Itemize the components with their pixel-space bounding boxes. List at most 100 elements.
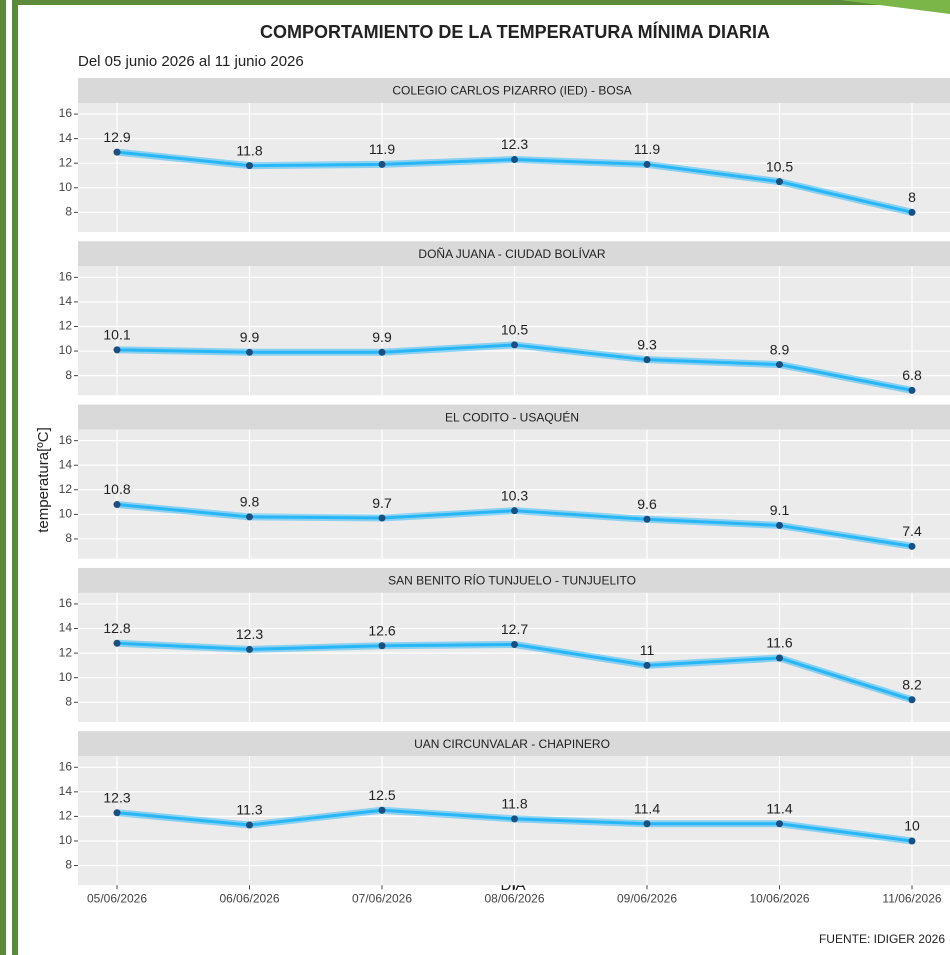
y-tick-label: 12 [59, 809, 73, 823]
x-tick-label: 06/06/2026 [219, 891, 279, 905]
point [643, 356, 651, 364]
y-tick-label: 16 [59, 433, 73, 447]
point [113, 346, 121, 354]
facet-title: EL CODITO - USAQUÉN [445, 409, 579, 424]
point [643, 661, 651, 669]
data-label: 10.5 [766, 158, 793, 174]
data-label: 12.5 [368, 787, 395, 803]
y-tick-label: 8 [65, 694, 72, 708]
frame-top [12, 0, 950, 5]
data-label: 10 [904, 818, 920, 834]
data-label: 12.8 [103, 620, 130, 636]
data-label: 9.6 [637, 496, 657, 512]
y-tick-label: 12 [59, 645, 73, 659]
point [378, 348, 386, 356]
point [246, 162, 253, 170]
y-tick-label: 14 [59, 131, 73, 145]
y-tick-label: 8 [65, 205, 72, 219]
y-tick-label: 16 [59, 759, 73, 773]
facet-strip [78, 731, 950, 757]
data-label: 11.6 [766, 635, 792, 651]
point [113, 809, 121, 817]
data-label: 8 [908, 189, 916, 205]
y-tick-label: 14 [59, 294, 73, 308]
facet-strip [78, 567, 950, 593]
source-note: FUENTE: IDIGER 2026 [819, 932, 945, 946]
data-label: 9.3 [637, 336, 657, 352]
data-label: 12.3 [236, 626, 263, 642]
data-label: 7.4 [902, 523, 922, 539]
point [511, 641, 518, 648]
point [776, 521, 783, 529]
data-label: 12.3 [103, 789, 130, 805]
point [908, 837, 916, 845]
data-label: 10.3 [501, 487, 528, 503]
x-tick-label: 09/06/2026 [617, 891, 677, 905]
data-label: 9.7 [372, 495, 392, 511]
point [776, 178, 783, 186]
y-tick-label: 10 [59, 180, 73, 194]
y-tick-label: 8 [65, 531, 72, 545]
data-label: 12.3 [501, 136, 528, 152]
y-tick-label: 16 [59, 270, 73, 284]
y-tick-label: 10 [59, 670, 73, 684]
data-label: 11.4 [634, 800, 660, 816]
data-label: 12.9 [103, 129, 130, 145]
y-tick-label: 14 [59, 457, 73, 471]
point [511, 815, 518, 823]
data-label: 11.9 [369, 141, 395, 157]
data-label: 12.7 [501, 621, 528, 637]
point [776, 654, 783, 662]
point [643, 515, 651, 523]
data-label: 12.6 [368, 622, 395, 638]
data-label: 11.8 [501, 796, 527, 812]
data-label: 11.4 [766, 800, 792, 816]
point [908, 542, 916, 550]
x-tick-label: 07/06/2026 [352, 891, 412, 905]
y-tick-label: 14 [59, 784, 73, 798]
point [246, 821, 253, 829]
point [908, 696, 916, 704]
x-tick-label: 05/06/2026 [87, 891, 147, 905]
data-label: 9.9 [372, 329, 392, 345]
point [246, 513, 253, 521]
data-label: 11.8 [236, 142, 262, 158]
y-tick-label: 12 [59, 155, 73, 169]
x-tick-label: 11/06/2026 [882, 891, 941, 905]
point [511, 156, 518, 164]
point [908, 208, 916, 216]
chart-subtitle: Del 05 junio 2026 al 11 junio 2026 [78, 53, 304, 70]
y-tick-label: 12 [59, 482, 73, 496]
y-tick-label: 10 [59, 343, 73, 357]
data-label: 10.8 [103, 481, 130, 497]
point [378, 514, 386, 522]
point [113, 148, 121, 156]
facet-strip [78, 241, 950, 267]
data-label: 9.1 [770, 502, 790, 518]
point [776, 361, 783, 369]
point [643, 820, 651, 828]
point [246, 348, 253, 356]
point [776, 820, 783, 828]
facet-title: SAN BENITO RÍO TUNJUELO - TUNJUELITO [388, 573, 636, 588]
x-tick-label: 10/06/2026 [749, 891, 809, 905]
data-label: 11 [640, 642, 655, 658]
frame-left-outer [0, 0, 6, 955]
y-tick-label: 16 [59, 596, 73, 610]
facet-title: DOÑA JUANA - CIUDAD BOLÍVAR [418, 246, 605, 261]
y-tick-label: 8 [65, 368, 72, 382]
frame-left-inner [12, 0, 18, 955]
y-tick-label: 16 [59, 106, 73, 120]
point [908, 386, 916, 394]
y-tick-label: 10 [59, 833, 73, 847]
data-label: 11.9 [634, 141, 660, 157]
corner-accent [840, 0, 950, 14]
y-axis-label: temperatura[ºC] [35, 427, 52, 533]
point [511, 507, 518, 515]
y-tick-label: 14 [59, 621, 73, 635]
y-tick-label: 10 [59, 507, 73, 521]
point [378, 806, 386, 814]
y-tick-label: 8 [65, 858, 72, 872]
chart-title: COMPORTAMIENTO DE LA TEMPERATURA MÍNIMA … [260, 21, 770, 42]
data-label: 11.3 [236, 802, 262, 818]
